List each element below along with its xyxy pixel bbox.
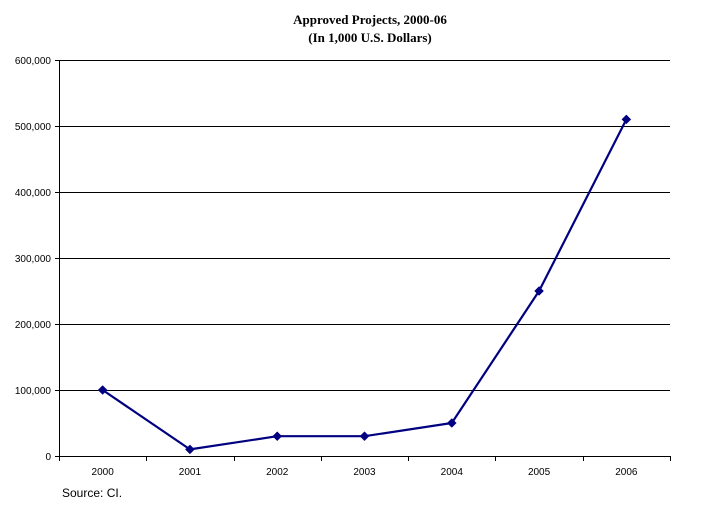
data-point (534, 286, 544, 296)
y-tick-label: 400,000 (15, 188, 52, 199)
x-tick-label: 2003 (353, 467, 376, 478)
y-tick-label: 500,000 (15, 122, 52, 133)
data-point (185, 444, 195, 455)
y-tick-label: 600,000 (15, 56, 52, 67)
data-point (97, 385, 108, 395)
chart-subtitle: (In 1,000 U.S. Dollars) (308, 30, 432, 45)
x-tick-label: 2002 (266, 467, 289, 478)
plot-area: 0 100,000 200,000 300,000 400,000 500,000 600,… (15, 56, 671, 478)
series-line (102, 118, 628, 451)
x-tick-label: 2004 (441, 467, 464, 478)
x-tick-label: 2005 (528, 467, 551, 478)
y-tick-label: 0 (45, 452, 51, 463)
x-tick-label: 2006 (615, 467, 638, 478)
chart-title: Approved Projects, 2000-06 (293, 12, 447, 27)
x-tick-label: 2000 (92, 467, 115, 478)
y-tick-label: 300,000 (15, 254, 52, 265)
x-tick-label: 2001 (179, 467, 202, 478)
y-tick-label: 200,000 (15, 320, 52, 331)
y-tick-label: 100,000 (15, 386, 52, 397)
data-point (359, 431, 370, 442)
data-point (446, 418, 457, 428)
data-point (621, 114, 632, 125)
data-point (272, 431, 283, 442)
source-note: Source: CI. (62, 486, 122, 500)
